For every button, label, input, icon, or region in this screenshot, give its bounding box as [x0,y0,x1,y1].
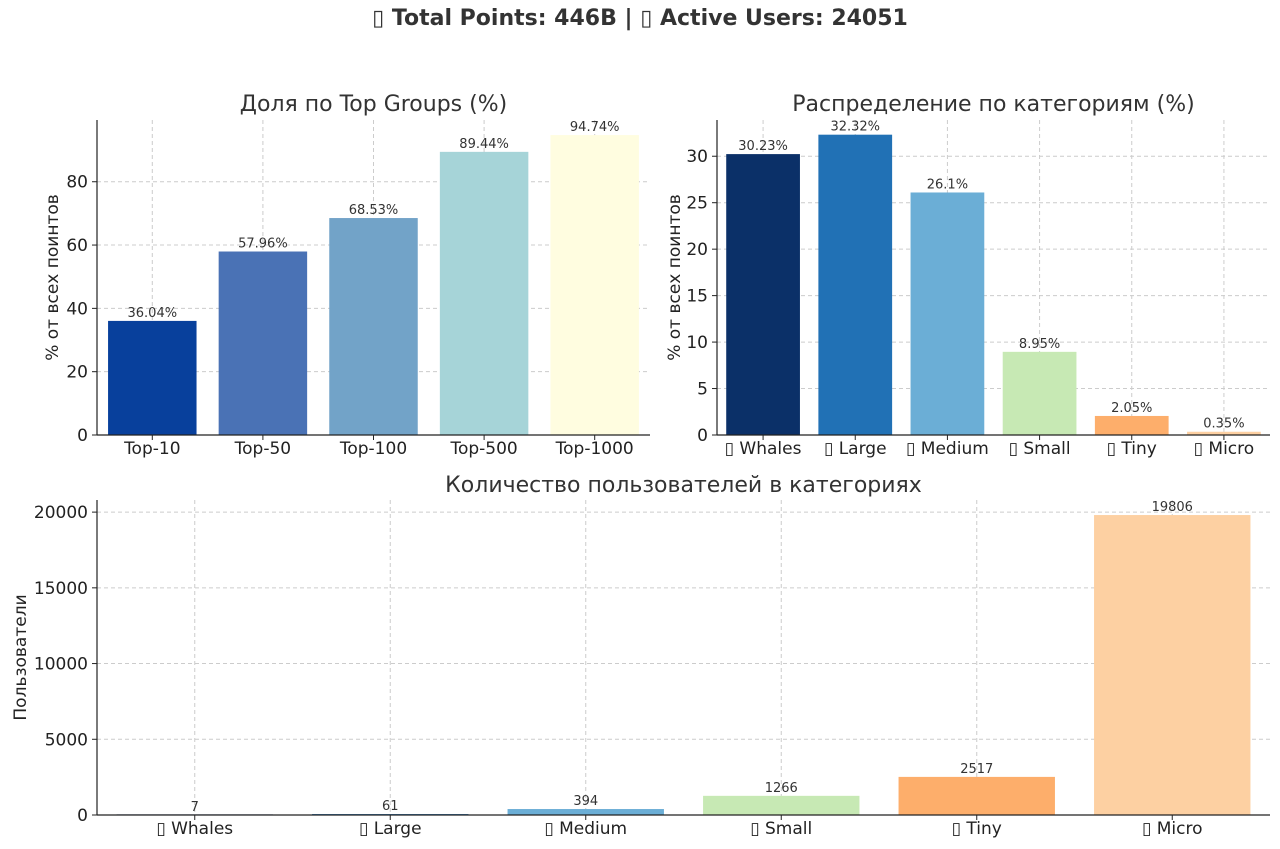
bar-value-label: 7 [191,800,199,815]
y-axis-label: % от всех поинтов [665,194,685,361]
x-tick-label: ▯ Large [359,819,422,839]
x-tick-label: Top-1000 [555,439,634,459]
bar-value-label: 1266 [765,781,798,796]
bar-value-label: 36.04% [128,306,178,321]
y-tick-label: 0 [77,426,88,446]
x-tick-label: ▯ Micro [1142,819,1203,839]
bar [550,135,639,436]
bar-value-label: 8.95% [1019,337,1060,352]
y-tick-label: 15 [686,287,708,307]
chart-categories-share: Распределение по категориям (%) % от всех… [665,92,1270,459]
bar-value-label: 89.44% [459,137,509,152]
x-tick-label: ▯ Tiny [1107,439,1157,459]
x-tick-label: Top-50 [234,439,291,459]
y-tick-label: 5000 [45,730,88,750]
bar [108,320,197,435]
y-tick-label: 15000 [34,579,88,599]
x-tick-label: ▯ Small [750,819,812,839]
y-tick-label: 10 [686,333,708,353]
bar [703,795,860,815]
bar [439,151,529,435]
y-axis-label: Пользователи [11,594,31,720]
bar-value-label: 61 [382,799,399,814]
x-tick-label: Top-500 [449,439,517,459]
bar [1187,431,1261,435]
y-tick-label: 20 [66,363,88,383]
bar-value-label: 57.96% [238,237,288,252]
x-tick-label: ▯ Micro [1194,439,1255,459]
bar-value-label: 30.23% [738,139,788,154]
bar [818,134,893,436]
y-tick-label: 40 [66,299,88,319]
bar-value-label: 94.74% [570,120,620,135]
bar [1094,515,1251,815]
y-tick-label: 30 [686,147,708,167]
x-tick-label: ▯ Small [1009,439,1071,459]
chart-title: Доля по Top Groups (%) [240,92,507,117]
x-tick-label: Top-100 [339,439,407,459]
bar-value-label: 19806 [1152,500,1193,515]
bar [507,809,664,815]
bar [329,218,418,435]
chart-top-groups: Доля по Top Groups (%) % от всех поинтов 0… [43,92,650,459]
bar [726,154,800,435]
bar-value-label: 2517 [960,762,993,777]
y-tick-label: 60 [66,236,88,256]
x-tick-label: ▯ Whales [156,819,233,839]
chart-user-counts: Количество пользователей в категориях Пол… [11,473,1270,839]
x-tick-label: ▯ Medium [906,439,989,459]
bar-value-label: 68.53% [349,203,399,218]
chart-title: Количество пользователей в категориях [445,473,922,498]
bar-value-label: 394 [573,794,598,809]
y-tick-label: 20 [686,240,708,260]
x-tick-label: ▯ Whales [725,439,802,459]
x-tick-label: Top-10 [123,439,180,459]
x-tick-label: ▯ Large [824,439,887,459]
bar [898,776,1055,815]
y-tick-label: 25 [686,194,708,214]
y-axis-label: % от всех поинтов [43,194,63,361]
y-tick-label: 10000 [34,655,88,675]
y-tick-label: 5 [697,380,708,400]
y-tick-label: 0 [697,426,708,446]
bar [910,192,985,435]
x-tick-label: ▯ Tiny [952,819,1002,839]
y-tick-label: 0 [77,806,88,826]
chart-title: Распределение по категориям (%) [792,92,1194,117]
x-tick-label: ▯ Medium [544,819,627,839]
bar [1094,415,1169,435]
bar-value-label: 32.32% [830,120,880,135]
y-tick-label: 80 [66,173,88,193]
y-tick-label: 20000 [34,503,88,523]
bar-value-label: 0.35% [1203,417,1244,432]
bar-value-label: 2.05% [1111,401,1152,416]
bar [218,251,308,435]
bar [1002,351,1077,435]
bar-value-label: 26.1% [927,177,968,192]
figure-suptitle: ▯ Total Points: 446B | ▯ Active Users: 2… [372,6,908,31]
